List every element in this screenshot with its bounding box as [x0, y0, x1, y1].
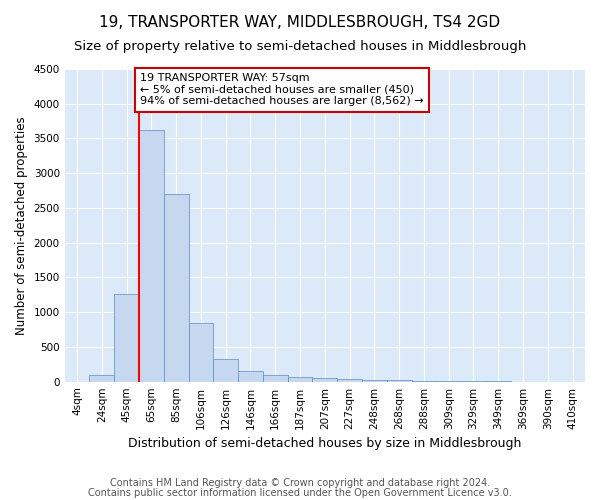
Y-axis label: Number of semi-detached properties: Number of semi-detached properties [15, 116, 28, 334]
Bar [139, 130, 164, 382]
Bar [337, 379, 362, 382]
Bar [263, 376, 287, 382]
Bar [114, 294, 139, 382]
X-axis label: Distribution of semi-detached houses by size in Middlesbrough: Distribution of semi-detached houses by … [128, 437, 521, 450]
Bar [313, 378, 337, 382]
Bar [387, 380, 412, 382]
Text: Contains public sector information licensed under the Open Government Licence v3: Contains public sector information licen… [88, 488, 512, 498]
Text: 19, TRANSPORTER WAY, MIDDLESBROUGH, TS4 2GD: 19, TRANSPORTER WAY, MIDDLESBROUGH, TS4 … [100, 15, 500, 30]
Text: Contains HM Land Registry data © Crown copyright and database right 2024.: Contains HM Land Registry data © Crown c… [110, 478, 490, 488]
Bar [188, 324, 214, 382]
Bar [287, 377, 313, 382]
Bar [436, 381, 461, 382]
Text: 19 TRANSPORTER WAY: 57sqm
← 5% of semi-detached houses are smaller (450)
94% of : 19 TRANSPORTER WAY: 57sqm ← 5% of semi-d… [140, 73, 424, 106]
Bar [164, 194, 188, 382]
Bar [214, 360, 238, 382]
Bar [362, 380, 387, 382]
Bar [89, 376, 114, 382]
Bar [412, 381, 436, 382]
Bar [238, 371, 263, 382]
Text: Size of property relative to semi-detached houses in Middlesbrough: Size of property relative to semi-detach… [74, 40, 526, 53]
